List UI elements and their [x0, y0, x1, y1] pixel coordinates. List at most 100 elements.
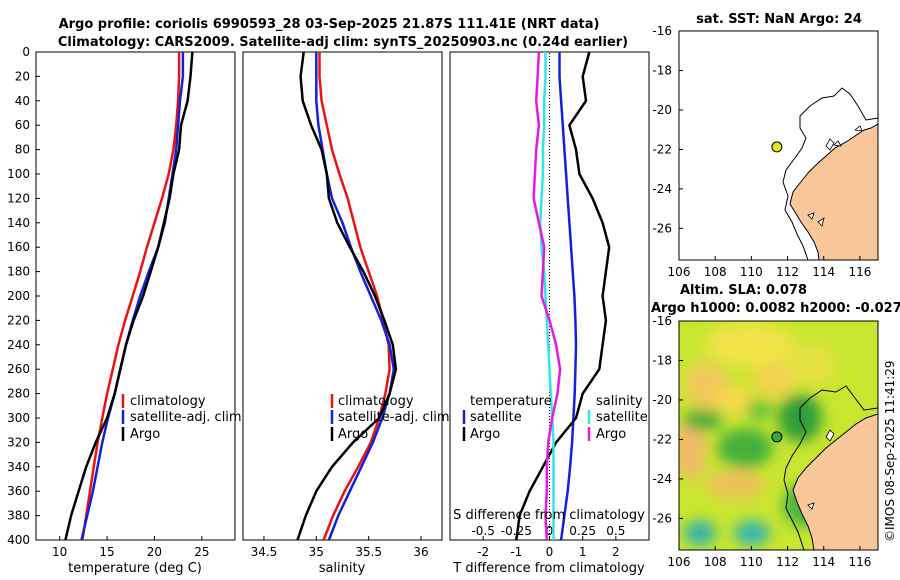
s-argo-diff-line: [532, 51, 562, 541]
depth-axis-ticks: 0 20 40 60 80 100 120 140 160 180 200 220 240 260 280 3…: [7, 45, 40, 547]
depth-tick-label: 100: [7, 167, 30, 181]
depth-tick-label: 60: [15, 118, 30, 132]
s-difference-tick-label: 0: [546, 524, 554, 538]
difference-legend-salinity: salinity satellite Argo: [587, 394, 648, 442]
sla-map-lat-label: -26: [652, 511, 672, 525]
figure-title-line1: Argo profile: coriolis 6990593_28 03-Sep…: [59, 17, 600, 32]
legend-label-s-argo: Argo: [596, 427, 626, 442]
depth-tick-label: 180: [7, 265, 30, 279]
s-difference-tick-label: -0.5: [471, 524, 494, 538]
sst-map-lon-label: 106: [668, 265, 691, 279]
sla-map-islands: [807, 429, 835, 510]
t-difference-tick-label: 0: [546, 545, 554, 559]
depth-tick-label: 380: [7, 509, 30, 523]
depth-tick-label: 400: [7, 533, 30, 547]
depth-tick-label: 240: [7, 338, 30, 352]
sla-map-lon-label: 108: [704, 555, 727, 569]
difference-panel: -2 -1 0 1 2-0.5 -0.25 0 0.25 0.5 T difference fr…: [449, 51, 650, 576]
sla-map-land: [792, 413, 878, 550]
t-satellite-diff-line: [558, 52, 578, 541]
legend-label-argo: Argo: [338, 427, 368, 442]
t-difference-tick-label: -2: [477, 545, 489, 559]
depth-tick-label: 360: [7, 484, 30, 498]
depth-tick-label: 200: [7, 289, 30, 303]
sla-map-title-line2: Argo h1000: 0.0082 h2000: -0.027: [651, 301, 900, 316]
difference-series: [515, 51, 611, 541]
argo-float-marker: [771, 431, 783, 443]
legend-title-temperature: temperature: [470, 394, 552, 409]
t-difference-xlabel: T difference from climatology: [452, 561, 645, 576]
sst-map-lat-label: -18: [652, 63, 672, 77]
depth-tick-label: 300: [7, 411, 30, 425]
sla-map-shelf-contour: [783, 385, 878, 550]
sla-map-lat-label: -20: [652, 393, 672, 407]
sla-map-panel: Altim. SLA: 0.078 Argo h1000: 0.0082 h20…: [651, 283, 900, 569]
s-difference-tick-label: 0.25: [569, 524, 596, 538]
s-difference-xlabel: S difference from climatology: [453, 508, 645, 523]
sla-map-lon-label: 110: [740, 555, 763, 569]
sst-map-title: sat. SST: NaN Argo: 24: [696, 12, 862, 27]
depth-tick-label: 160: [7, 240, 30, 254]
argo-line: [296, 51, 398, 541]
depth-tick-label: 220: [7, 313, 30, 327]
legend-label-climatology: climatology: [338, 394, 414, 409]
argo-float-marker: [771, 141, 783, 153]
sst-map-frame: [678, 30, 879, 261]
s-satellite-diff-line: [538, 52, 555, 540]
salinity-axes-box: [242, 51, 443, 541]
depth-tick-label: 140: [7, 216, 30, 230]
depth-tick-label: 120: [7, 191, 30, 205]
legend-label-satellite: satellite-adj. clim: [130, 410, 242, 425]
satellite-clim-line: [80, 52, 185, 541]
sst-map-shelf-contour: [782, 87, 878, 260]
salinity-tick-label: 35.5: [355, 545, 382, 559]
legend-label-t-satellite: satellite: [470, 410, 522, 425]
imos-timestamp: ©IMOS 08-Sep-2025 11:41:29: [883, 360, 897, 542]
sla-map-lon-label: 106: [668, 555, 691, 569]
s-difference-tick-label: 0.5: [606, 524, 625, 538]
depth-tick-label: 260: [7, 362, 30, 376]
depth-tick-label: 40: [15, 94, 30, 108]
sla-map-lon-label: 116: [848, 555, 871, 569]
depth-tick-label: 340: [7, 460, 30, 474]
temperature-legend: climatology satellite-adj. clim Argo: [121, 394, 242, 442]
legend-label-climatology: climatology: [130, 394, 206, 409]
sla-map-ticks: 106 108 110 112 114 116 -16 -18 -20 -22 -24 -26: [652, 314, 871, 569]
temperature-tick-label: 15: [99, 545, 114, 559]
legend-label-t-argo: Argo: [470, 427, 500, 442]
climatology-line: [318, 52, 391, 541]
climatology-line: [81, 52, 181, 541]
depth-tick-label: 20: [15, 69, 30, 83]
difference-legend-temperature: temperature satellite Argo: [462, 394, 552, 442]
sla-map-lat-label: -22: [652, 432, 672, 446]
sst-map-lat-label: -24: [652, 182, 672, 196]
satellite-clim-line: [315, 52, 396, 541]
sst-map-panel: sat. SST: NaN Argo: 24 106 108 110 112 114 11…: [652, 12, 879, 279]
legend-label-argo: Argo: [130, 427, 160, 442]
sla-map-lon-label: 114: [812, 555, 835, 569]
legend-title-salinity: salinity: [596, 394, 643, 409]
temperature-axes-box: [35, 51, 236, 541]
sst-map-lat-label: -22: [652, 142, 672, 156]
legend-label-satellite: satellite-adj. clim: [338, 410, 450, 425]
salinity-tick-label: 34.5: [251, 545, 278, 559]
depth-tick-label: 320: [7, 435, 30, 449]
salinity-tick-label: 36: [413, 545, 428, 559]
t-difference-tick-label: 2: [612, 545, 620, 559]
salinity-panel: 34.5 35 35.5 36 salinity climatology satell…: [242, 51, 450, 576]
depth-tick-label: 280: [7, 387, 30, 401]
temperature-xlabel: temperature (deg C): [68, 561, 202, 576]
legend-label-s-satellite: satellite: [596, 410, 648, 425]
sla-map-frame: [678, 320, 879, 551]
salinity-series: [296, 51, 398, 541]
t-difference-tick-label: 1: [579, 545, 587, 559]
depth-tick-label: 80: [15, 143, 30, 157]
figure-title-line2: Climatology: CARS2009. Satellite-adj cli…: [58, 35, 628, 50]
sst-map-lon-label: 110: [740, 265, 763, 279]
sst-map-lat-label: -16: [652, 24, 672, 38]
temperature-series: [64, 51, 194, 541]
sst-map-lon-label: 108: [704, 265, 727, 279]
sla-map-title-line1: Altim. SLA: 0.078: [680, 283, 807, 298]
salinity-axis-ticks: 34.5 35 35.5 36: [251, 536, 429, 559]
